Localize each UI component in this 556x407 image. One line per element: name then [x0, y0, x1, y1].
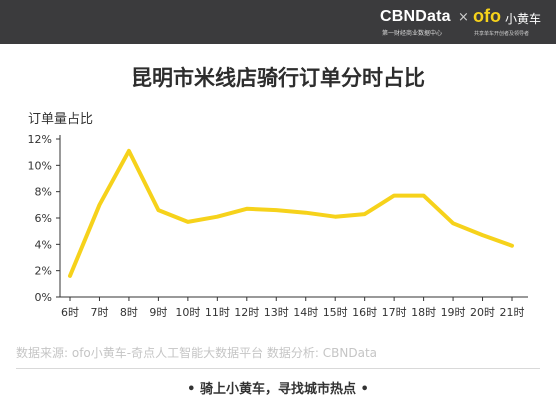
- data-point: [245, 207, 249, 211]
- data-point: [422, 194, 426, 198]
- data-point: [97, 203, 101, 207]
- x-tick-label: 19时: [441, 306, 466, 319]
- data-point: [127, 149, 131, 153]
- y-tick-label: 10%: [28, 159, 52, 172]
- x-tick-label: 7时: [90, 306, 108, 319]
- series-line: [68, 148, 514, 278]
- x-tick-label: 18时: [411, 306, 436, 319]
- data-point: [481, 233, 485, 237]
- y-tick-label: 8%: [35, 186, 52, 199]
- y-tick-label: 0%: [35, 291, 52, 304]
- chart-title: 昆明市米线店骑行订单分时占比: [131, 66, 425, 90]
- x-tick-label: 15时: [323, 306, 348, 319]
- x-tick-label: 6时: [61, 306, 79, 319]
- footer-slogan: • 骑上小黄车，寻找城市热点 •: [187, 382, 369, 397]
- brand-separator: ×: [458, 10, 469, 25]
- x-tick-label: 16时: [352, 306, 377, 319]
- y-tick-label: 4%: [35, 238, 52, 251]
- footer-divider: [16, 368, 540, 369]
- x-tick-label: 12时: [234, 306, 259, 319]
- x-tick-label: 17时: [382, 306, 407, 319]
- ofo-logo-cn: 小黄车: [505, 12, 542, 26]
- brand-header: CBNData 第一财经商业数据中心 × ofo 小黄车 共享单车开创者及领导者: [0, 0, 556, 44]
- data-point: [333, 215, 337, 219]
- data-point: [510, 244, 514, 248]
- x-tick-label: 10时: [175, 306, 200, 319]
- data-point: [274, 208, 278, 212]
- x-tick-label: 21时: [500, 306, 525, 319]
- cbndata-subtitle: 第一财经商业数据中心: [382, 30, 443, 37]
- x-tick-label: 8时: [120, 306, 138, 319]
- x-tick-label: 14时: [293, 306, 318, 319]
- data-point: [363, 212, 367, 216]
- x-tick-label: 11时: [205, 306, 230, 319]
- data-source-note: 数据来源: ofo小黄车-奇点人工智能大数据平台 数据分析: CBNData: [16, 346, 378, 360]
- data-point: [68, 274, 72, 278]
- data-point: [186, 220, 190, 224]
- data-point: [451, 221, 455, 225]
- data-point: [215, 215, 219, 219]
- y-tick-label: 6%: [35, 212, 52, 225]
- ofo-logo: ofo: [473, 6, 501, 26]
- ofo-subtitle: 共享单车开创者及领导者: [474, 31, 530, 37]
- x-tick-label: 9时: [149, 306, 167, 319]
- y-tick-label: 2%: [35, 265, 52, 278]
- cbndata-logo: CBNData: [380, 8, 451, 25]
- y-tick-label: 12%: [28, 133, 52, 146]
- x-tick-label: 13时: [264, 306, 289, 319]
- data-point: [304, 211, 308, 215]
- data-point: [156, 208, 160, 212]
- x-tick-label: 20时: [470, 306, 495, 319]
- y-axis-label: 订单量占比: [28, 112, 94, 127]
- data-point: [392, 194, 396, 198]
